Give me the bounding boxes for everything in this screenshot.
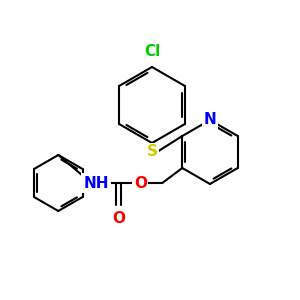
Text: NH: NH	[83, 176, 109, 190]
Text: O: O	[134, 176, 147, 190]
Text: S: S	[146, 145, 158, 160]
Text: O: O	[112, 211, 125, 226]
Text: Cl: Cl	[144, 44, 160, 59]
Text: N: N	[204, 112, 216, 128]
